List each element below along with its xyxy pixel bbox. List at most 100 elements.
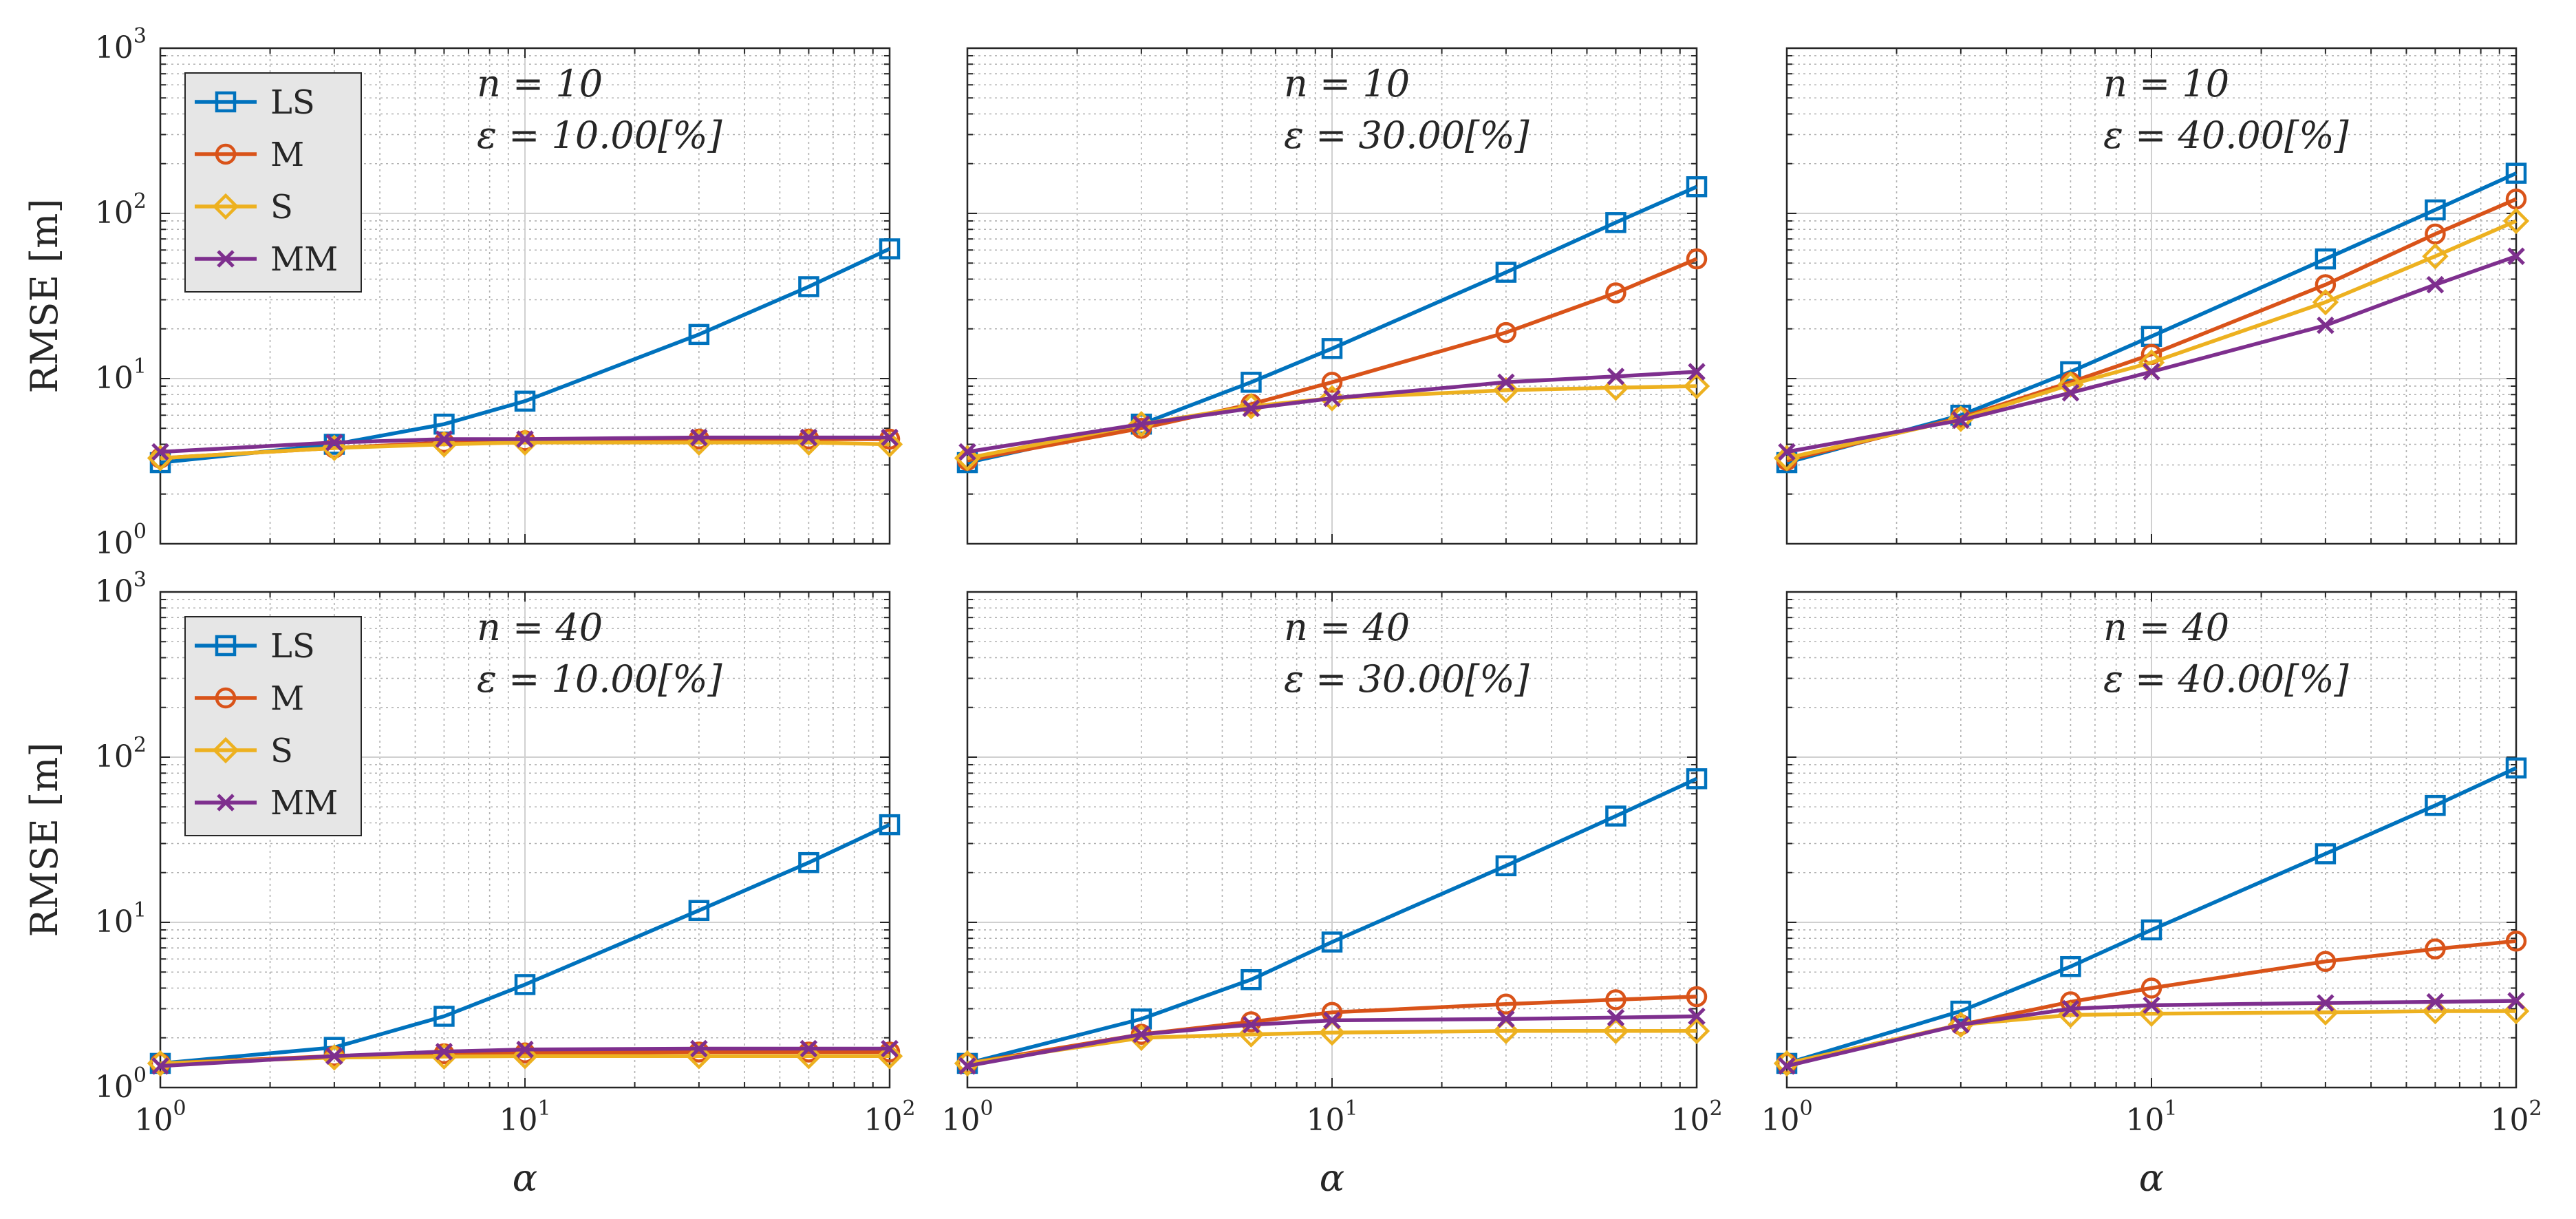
chart-panel-row2-col1: 100 101 102 103 RMSE [m] 100 101 102 α n = 40 ε = …	[23, 568, 916, 1200]
legend-label: S	[270, 732, 293, 770]
data-point-MM	[1607, 368, 1625, 385]
legend-entry-LS: LS	[195, 627, 315, 666]
data-point-LS	[688, 900, 710, 921]
legend-entry-S: S	[195, 732, 293, 770]
data-point-S	[795, 1043, 822, 1070]
data-point-LS	[1321, 338, 1343, 359]
data-point-MM	[690, 428, 708, 447]
data-point-MM	[1133, 1025, 1150, 1043]
y-tick-label: 102	[95, 189, 147, 231]
x-tick-label: 100	[1761, 1096, 1812, 1138]
data-point-M	[1495, 321, 1517, 343]
data-point-S	[1492, 377, 1520, 404]
chart-panel-row2-col2: 100 101 102 α n = 40 ε = 30.00[%]	[941, 591, 1723, 1200]
series-MM	[151, 1039, 899, 1075]
data-point-MM	[799, 428, 818, 447]
series-MM	[1778, 247, 2525, 461]
legend: LS MS MM	[184, 72, 362, 293]
chart-panel-row1-col1: 100 101 102 103 RMSE [m] n = 10 ε = 10.00[%] LS…	[23, 24, 903, 561]
data-point-MM	[1323, 389, 1341, 407]
data-point-M	[1686, 248, 1708, 270]
x-tick-label: 101	[499, 1096, 550, 1138]
tick-marks	[1786, 47, 2517, 544]
data-point-LS	[2425, 794, 2446, 816]
series-line-LS	[967, 776, 1698, 1066]
x-tick-label: 102	[1671, 1096, 1722, 1138]
data-point-MM	[1952, 411, 1970, 430]
legend-marker	[212, 193, 239, 220]
x-tick-label: 100	[941, 1096, 993, 1138]
data-point-LS	[1950, 1000, 1972, 1022]
legend-label: LS	[270, 627, 315, 666]
data-point-LS	[2505, 162, 2527, 184]
data-point-LS	[688, 324, 710, 346]
x-axis-label: α	[2139, 1156, 2164, 1200]
tick-marks	[1786, 591, 2517, 1088]
legend-marker	[212, 736, 239, 764]
legend: LS MS MM	[184, 616, 362, 836]
legend-marker	[215, 143, 237, 165]
data-point-S	[876, 431, 903, 458]
data-point-MM	[2317, 994, 2334, 1012]
data-point-M	[1605, 989, 1627, 1010]
annotation-n: n = 40	[2103, 606, 2229, 649]
data-point-M	[1321, 372, 1343, 393]
y-tick-label: 101	[95, 354, 147, 396]
grid-lines	[967, 48, 1697, 544]
series-MM	[151, 428, 899, 461]
x-tick-label: 100	[134, 1096, 186, 1138]
legend-box	[184, 72, 362, 293]
data-point-MM	[881, 1039, 899, 1058]
series-MM	[958, 1007, 1706, 1075]
data-point-S	[511, 1043, 539, 1070]
annotation-epsilon: ε = 10.00[%]	[477, 657, 723, 701]
data-point-LS	[1495, 855, 1517, 877]
data-point-S	[147, 445, 174, 471]
y-tick-label: 102	[95, 733, 147, 774]
legend-label: M	[270, 679, 304, 718]
data-point-MM	[1607, 1008, 1625, 1027]
data-point-LS	[2140, 919, 2162, 941]
x-tick-label: 102	[2490, 1096, 2542, 1138]
legend-label: MM	[270, 240, 338, 279]
data-point-M	[2505, 930, 2527, 952]
data-point-LS	[514, 974, 536, 995]
chart-panel-row1-col3: n = 10 ε = 40.00[%]	[1773, 47, 2530, 545]
data-point-MM	[1688, 1007, 1706, 1026]
data-point-MM	[2426, 275, 2445, 294]
data-point-MM	[958, 1057, 976, 1075]
legend-marker	[215, 635, 237, 657]
data-point-LS	[879, 238, 901, 259]
data-point-LS	[1686, 176, 1708, 198]
legend-label: M	[270, 136, 304, 174]
data-point-MM	[1133, 415, 1150, 433]
data-point-S	[2422, 243, 2449, 270]
data-point-LS	[2060, 955, 2081, 977]
annotation-epsilon: ε = 40.00[%]	[2103, 657, 2350, 701]
legend-entry-S: S	[195, 188, 293, 226]
data-point-S	[685, 1043, 713, 1070]
x-tick-label: 102	[863, 1096, 915, 1138]
y-tick-label: 100	[95, 1063, 147, 1105]
data-point-MM	[435, 430, 453, 448]
data-point-S	[1318, 1019, 1346, 1046]
data-point-LS	[2425, 199, 2446, 221]
series-MM	[1778, 992, 2525, 1075]
series-line-M	[967, 257, 1698, 463]
data-point-S	[1683, 1017, 1710, 1045]
data-point-MM	[1497, 1010, 1515, 1028]
y-axis-label: RMSE [m]	[23, 743, 66, 937]
data-point-MM	[2143, 363, 2160, 381]
data-point-MM	[151, 443, 169, 461]
y-tick-label: 100	[95, 520, 147, 561]
data-point-LS	[514, 390, 536, 412]
data-point-MM	[1242, 399, 1260, 418]
chart-panel-row2-col3: 100 101 102 α n = 40 ε = 40.00[%]	[1761, 591, 2542, 1200]
annotation-n: n = 40	[1284, 606, 1410, 649]
series-MM	[958, 363, 1706, 461]
annotation-epsilon: ε = 10.00[%]	[477, 114, 723, 157]
data-point-MM	[325, 1047, 343, 1066]
data-point-MM	[1952, 1015, 1970, 1034]
x-tick-label: 101	[1306, 1096, 1357, 1138]
